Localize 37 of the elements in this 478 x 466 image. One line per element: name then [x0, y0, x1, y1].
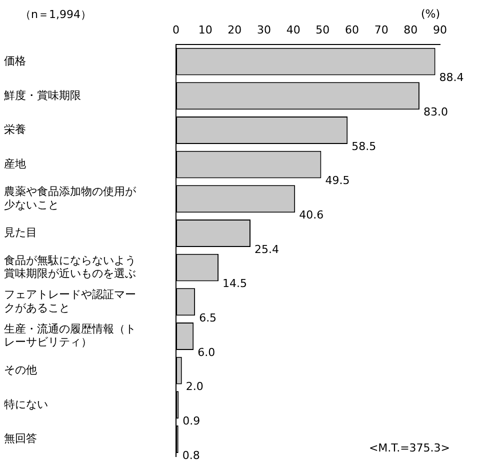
- data-label: 0.9: [182, 414, 200, 428]
- x-tick-label: 80: [404, 24, 418, 37]
- x-tick-label: 20: [228, 24, 242, 37]
- x-tick-label: 10: [198, 24, 212, 37]
- data-label: 6.0: [198, 346, 216, 359]
- annotation: <M.T.=375.3>: [368, 441, 450, 454]
- data-label: 6.5: [199, 311, 217, 324]
- y-tick-label: フェアトレードや認証マークがあること: [4, 288, 136, 314]
- data-label: 25.4: [254, 242, 280, 256]
- data-label: 83.0: [423, 105, 448, 118]
- x-axis-title: (%): [420, 7, 440, 20]
- data-label: 0.8: [182, 448, 200, 462]
- x-tick-label: 40: [286, 24, 300, 37]
- y-tick-label: 見た目: [4, 226, 37, 240]
- x-tick-label: 70: [374, 24, 388, 37]
- x-tick-label: 30: [257, 24, 271, 37]
- x-tick-label: 60: [345, 24, 359, 37]
- y-tick-label: 鮮度・賞味期限: [4, 88, 81, 102]
- x-tick-label: 90: [433, 24, 447, 37]
- data-label: 58.5: [352, 140, 376, 153]
- y-tick-label: 産地: [4, 157, 26, 170]
- y-tick-label: 特にない: [4, 398, 48, 411]
- x-tick-label: 50: [316, 24, 330, 37]
- data-label: 14.5: [222, 277, 248, 290]
- data-label: 88.4: [439, 71, 464, 84]
- y-tick-label: 農薬や食品添加物の使用が少ないこと: [4, 185, 137, 212]
- y-tick-label: 栄養: [4, 123, 26, 136]
- y-tick-label: その他: [4, 363, 37, 376]
- y-tick-label: 食品が無駄にならないよう賞味期限が近いものを選ぶ: [4, 254, 136, 280]
- x-tick-label: 0: [172, 24, 180, 37]
- y-tick-label: 価格: [4, 54, 26, 68]
- y-tick-label: 無回答: [4, 432, 37, 446]
- data-label: 49.5: [325, 174, 350, 188]
- data-label: 40.6: [299, 208, 324, 222]
- y-tick-label: 生産・流通の履歴情報（トレーサビリティ）: [4, 322, 136, 349]
- text: （n＝1,994）: [20, 8, 92, 21]
- data-label: 2.0: [186, 380, 204, 394]
